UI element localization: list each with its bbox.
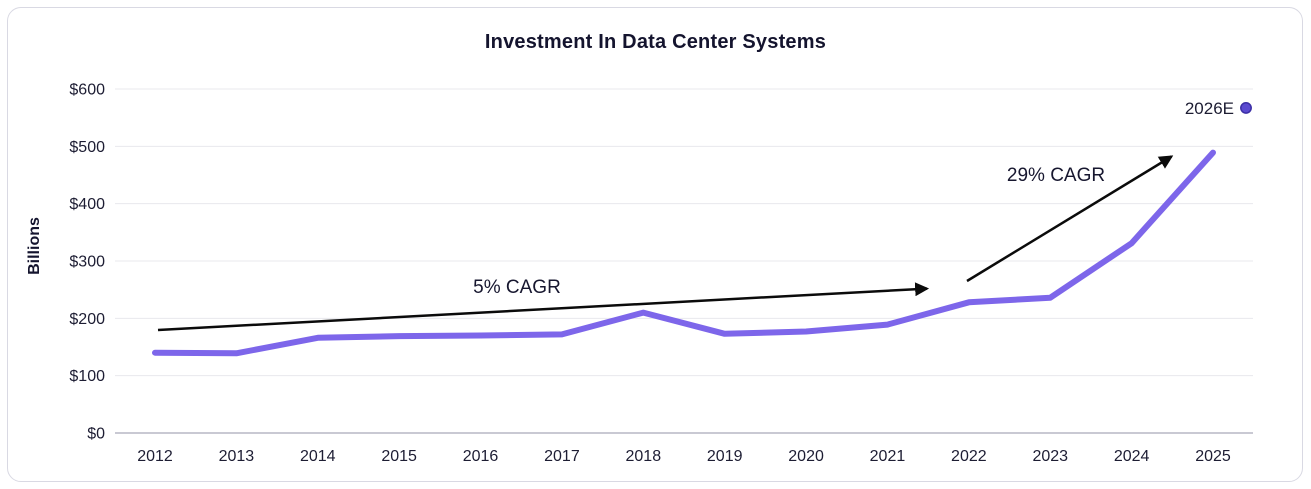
- x-tick-label: 2023: [1032, 448, 1068, 465]
- estimate-dot-icon: [1240, 101, 1252, 114]
- y-tick-label: $200: [69, 311, 105, 328]
- cagr-annotations: 5% CAGR 29% CAGR: [157, 155, 1174, 332]
- x-tick-label: 2013: [219, 448, 255, 465]
- estimate-marker: 2026E: [1185, 99, 1252, 118]
- x-tick-label: 2019: [707, 448, 743, 465]
- y-axis-tick-labels: $0 $100 $200 $300 $400 $500 $600: [69, 82, 105, 443]
- x-tick-label: 2014: [300, 448, 336, 465]
- gridlines: [115, 88, 1253, 434]
- x-tick-label: 2015: [381, 448, 417, 465]
- x-tick-label: 2012: [137, 448, 173, 465]
- cagr-arrow-5pct: [157, 282, 930, 332]
- cagr-label-29pct: 29% CAGR: [1007, 165, 1105, 186]
- chart-card: [7, 7, 1303, 482]
- x-tick-label: 2024: [1114, 448, 1150, 465]
- x-axis-tick-labels: 2012 2013 2014 2015 2016 2017 2018 2019 2020 2021…: [137, 448, 1231, 465]
- y-tick-label: $500: [69, 139, 105, 156]
- chart-title: Investment In Data Center Systems: [484, 31, 827, 53]
- x-tick-label: 2018: [626, 448, 662, 465]
- y-tick-label: $100: [69, 368, 105, 385]
- series-line: [152, 149, 1216, 357]
- x-tick-label: 2025: [1195, 448, 1231, 465]
- x-tick-label: 2016: [463, 448, 499, 465]
- estimate-label: 2026E: [1185, 99, 1234, 118]
- y-tick-label: $0: [87, 426, 105, 443]
- cagr-label-5pct: 5% CAGR: [473, 277, 561, 298]
- x-tick-label: 2020: [788, 448, 824, 465]
- x-tick-label: 2021: [870, 448, 906, 465]
- x-tick-label: 2017: [544, 448, 580, 465]
- y-tick-label: $400: [69, 196, 105, 213]
- y-tick-label: $300: [69, 254, 105, 271]
- x-tick-label: 2022: [951, 448, 987, 465]
- y-tick-label: $600: [69, 82, 105, 99]
- cagr-arrow-29pct: [966, 155, 1174, 283]
